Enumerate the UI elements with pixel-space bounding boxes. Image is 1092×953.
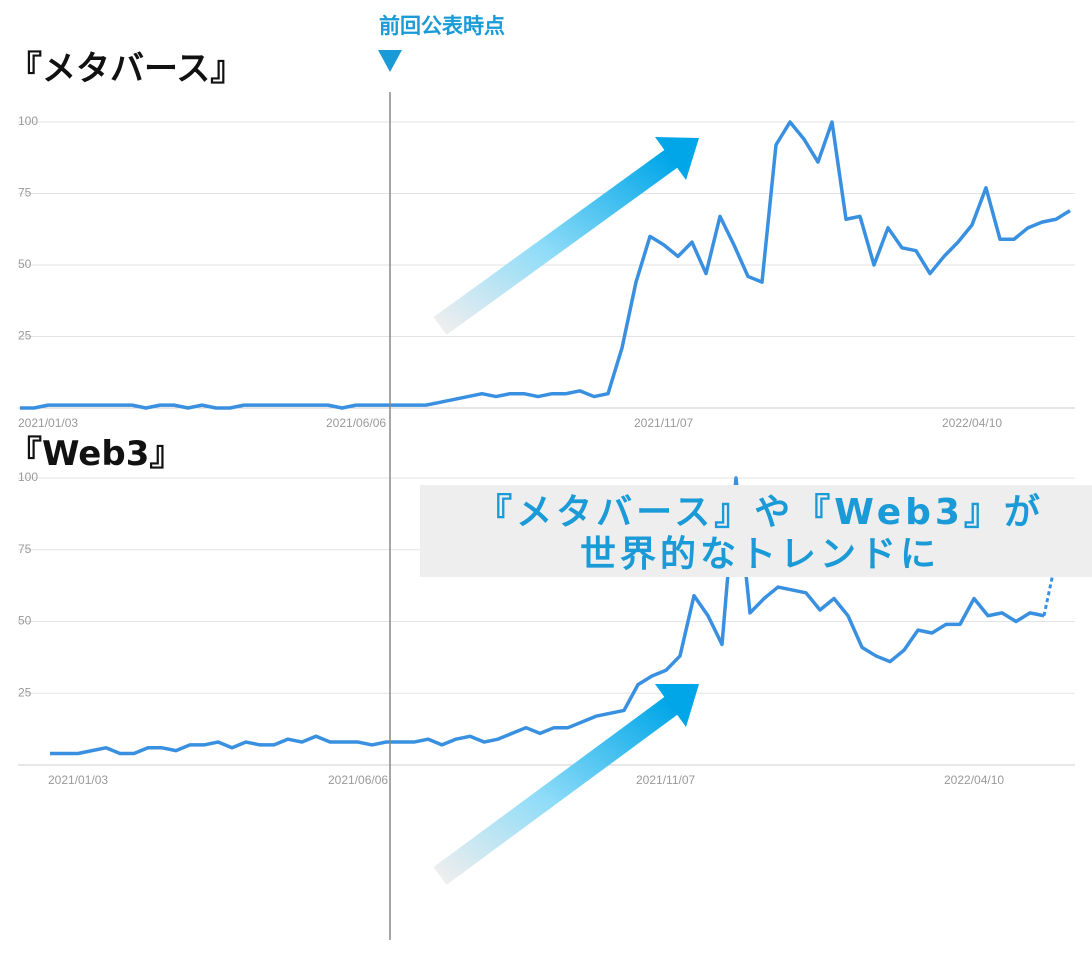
data-line: [50, 476, 1045, 756]
x-tick-label: 2021/06/06: [326, 416, 386, 430]
y-tick-label: 50: [18, 614, 32, 628]
x-tick-label: 2021/11/07: [636, 773, 695, 787]
y-tick-label: 25: [18, 329, 32, 343]
data-line: [20, 120, 1071, 410]
x-tick-label: 2022/04/10: [944, 773, 1004, 787]
y-tick-label: 100: [18, 114, 38, 128]
y-tick-label: 25: [18, 685, 32, 699]
x-tick-label: 2022/04/10: [942, 416, 1002, 430]
marker-triangle: [378, 50, 402, 72]
y-tick-label: 75: [18, 542, 32, 556]
x-tick-label: 2021/01/03: [48, 773, 108, 787]
y-tick-label: 50: [18, 257, 32, 271]
x-tick-label: 2021/06/06: [328, 773, 388, 787]
x-tick-label: 2021/01/03: [18, 416, 78, 430]
chart-title: 『メタバース』: [8, 49, 244, 89]
chart-title: 『Web3』: [8, 434, 183, 474]
banner-text: 『メタバース』や『Web3』が: [476, 492, 1044, 533]
banner-box: [420, 485, 1092, 577]
arrow: [433, 137, 699, 335]
x-tick-label: 2021/11/07: [634, 416, 693, 430]
marker-label: 前回公表時点: [379, 14, 505, 38]
arrow: [433, 684, 699, 885]
y-tick-label: 75: [18, 186, 32, 200]
banner-text: 世界的なトレンドに: [580, 534, 940, 575]
y-tick-label: 100: [18, 470, 38, 484]
